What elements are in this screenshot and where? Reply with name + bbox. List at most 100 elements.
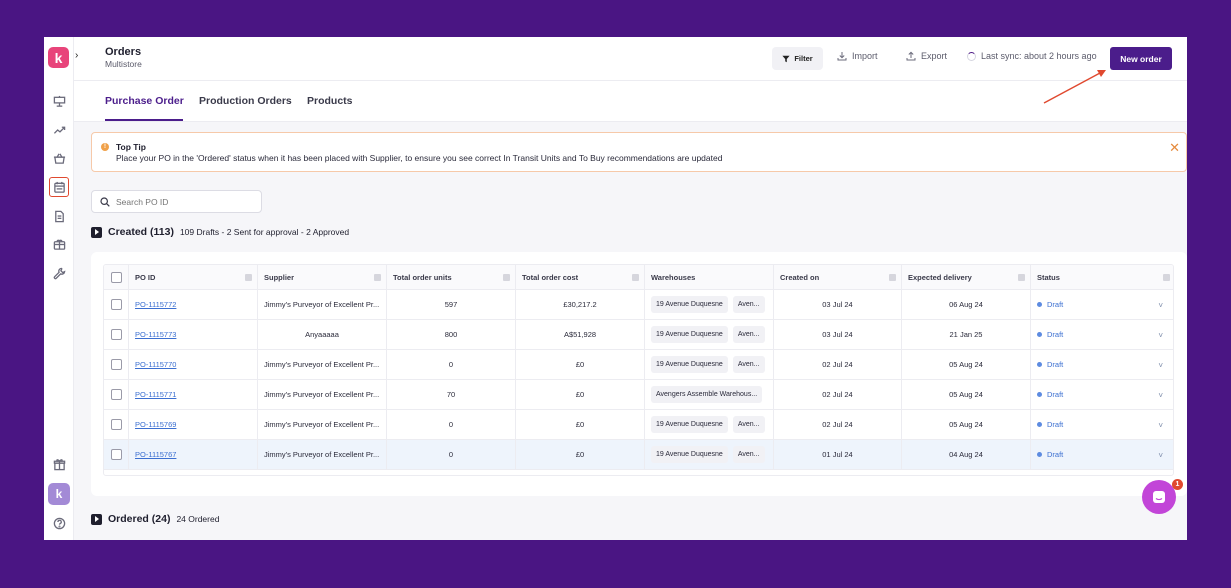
chevron-down-icon[interactable]: ˅ — [1158, 301, 1163, 310]
units-cell: 0 — [387, 410, 516, 439]
basket-icon[interactable] — [50, 149, 68, 167]
column-header-created-on[interactable]: Created on — [774, 265, 902, 289]
row-checkbox[interactable] — [110, 329, 122, 340]
column-header-status[interactable]: Status — [1031, 265, 1173, 289]
column-header-total-order-cost[interactable]: Total order cost — [516, 265, 645, 289]
tab-products[interactable]: Products — [307, 95, 353, 107]
expand-sidebar-icon[interactable]: › — [75, 50, 79, 61]
po-id-link[interactable]: PO-1115769 — [135, 420, 177, 429]
top-bar: Orders Multistore Filter Import Export L… — [74, 37, 1187, 81]
tab-production-orders[interactable]: Production Orders — [199, 95, 292, 107]
collapse-toggle-icon[interactable] — [91, 226, 102, 238]
status-cell[interactable]: Draft ˅ — [1031, 440, 1173, 469]
po-id-cell: PO-1115769 — [129, 410, 258, 439]
status-cell[interactable]: Draft ˅ — [1031, 410, 1173, 439]
po-id-link[interactable]: PO-1115773 — [135, 330, 177, 339]
gift-icon[interactable] — [50, 455, 68, 473]
column-header-warehouses[interactable]: Warehouses — [645, 265, 774, 289]
app-logo[interactable]: k — [48, 47, 69, 68]
status-cell[interactable]: Draft ˅ — [1031, 320, 1173, 349]
sort-icon[interactable] — [503, 274, 510, 281]
status-badge: Draft — [1037, 420, 1063, 429]
tab-bar: Purchase Order Production Orders Product… — [74, 81, 1187, 122]
row-checkbox[interactable] — [110, 359, 122, 370]
tab-purchase-order[interactable]: Purchase Order — [105, 95, 184, 107]
sync-spinner-icon — [967, 51, 976, 61]
select-all-checkbox[interactable] — [110, 271, 122, 283]
warehouse-chip: Aven... — [732, 416, 765, 433]
po-id-cell: PO-1115772 — [129, 290, 258, 319]
box-icon[interactable] — [50, 235, 68, 253]
filter-button[interactable]: Filter — [772, 47, 823, 70]
trend-icon[interactable] — [50, 121, 68, 139]
po-id-link[interactable]: PO-1115767 — [135, 450, 177, 459]
sort-icon[interactable] — [632, 274, 639, 281]
row-checkbox[interactable] — [110, 419, 122, 430]
status-badge: Draft — [1037, 300, 1063, 309]
chevron-down-icon[interactable]: ˅ — [1158, 421, 1163, 430]
table-row[interactable]: PO-1115767 Jimmy's Purveyor of Excellent … — [104, 440, 1173, 470]
row-select-cell — [104, 350, 129, 379]
status-cell[interactable]: Draft ˅ — [1031, 290, 1173, 319]
page-title: Orders — [105, 46, 142, 58]
po-id-cell: PO-1115770 — [129, 350, 258, 379]
chevron-down-icon[interactable]: ˅ — [1158, 361, 1163, 370]
cost-cell: £0 — [516, 350, 645, 379]
help-icon[interactable] — [50, 514, 68, 532]
orders-table-card: PO ID Supplier Total order units Total o… — [91, 252, 1187, 496]
search-input[interactable] — [116, 196, 256, 207]
expected-delivery-cell: 04 Aug 24 — [902, 440, 1031, 469]
chevron-down-icon[interactable]: ˅ — [1158, 391, 1163, 400]
po-id-link[interactable]: PO-1115771 — [135, 390, 177, 399]
sort-icon[interactable] — [889, 274, 896, 281]
status-cell[interactable]: Draft ˅ — [1031, 380, 1173, 409]
column-header-supplier[interactable]: Supplier — [258, 265, 387, 289]
column-header-expected-delivery[interactable]: Expected delivery — [902, 265, 1031, 289]
chevron-down-icon[interactable]: ˅ — [1158, 451, 1163, 460]
sort-icon[interactable] — [374, 274, 381, 281]
created-on-cell: 02 Jul 24 — [774, 410, 902, 439]
created-section-title: Created (113) — [108, 226, 174, 238]
new-order-button[interactable]: New order — [1110, 47, 1172, 70]
sort-icon[interactable] — [1163, 274, 1170, 281]
export-button[interactable]: Export — [906, 51, 947, 61]
wrench-icon[interactable] — [50, 264, 68, 282]
expected-delivery-cell: 06 Aug 24 — [902, 290, 1031, 319]
sort-icon[interactable] — [1018, 274, 1025, 281]
warehouses-cell: 19 Avenue Duquesne Aven... — [645, 320, 774, 349]
calendar-icon[interactable] — [49, 177, 69, 197]
document-icon[interactable] — [50, 207, 68, 225]
import-button[interactable]: Import — [837, 51, 878, 61]
column-header-total-order-units[interactable]: Total order units — [387, 265, 516, 289]
user-avatar[interactable]: k — [48, 483, 70, 505]
row-checkbox[interactable] — [110, 299, 122, 310]
table-row[interactable]: PO-1115770 Jimmy's Purveyor of Excellent … — [104, 350, 1173, 380]
status-dot-icon — [1037, 362, 1042, 367]
supplier-cell: Jimmy's Purveyor of Excellent Pr... — [258, 350, 387, 379]
presentation-icon[interactable] — [50, 92, 68, 110]
collapse-toggle-icon[interactable] — [91, 513, 102, 525]
po-id-link[interactable]: PO-1115772 — [135, 300, 177, 309]
row-checkbox[interactable] — [110, 389, 122, 400]
table-row[interactable]: PO-1115769 Jimmy's Purveyor of Excellent … — [104, 410, 1173, 440]
created-section-header[interactable]: Created (113) 109 Drafts - 2 Sent for ap… — [91, 226, 349, 238]
po-id-link[interactable]: PO-1115770 — [135, 360, 177, 369]
table-row[interactable]: PO-1115772 Jimmy's Purveyor of Excellent … — [104, 290, 1173, 320]
table-header-row: PO ID Supplier Total order units Total o… — [104, 265, 1173, 290]
chat-launcher-button[interactable] — [1142, 480, 1176, 514]
column-header-po-id[interactable]: PO ID — [129, 265, 258, 289]
row-select-cell — [104, 410, 129, 439]
expected-delivery-cell: 05 Aug 24 — [902, 350, 1031, 379]
table-row[interactable]: PO-1115771 Jimmy's Purveyor of Excellent … — [104, 380, 1173, 410]
ordered-section-header[interactable]: Ordered (24) 24 Ordered — [91, 513, 219, 525]
chevron-down-icon[interactable]: ˅ — [1158, 331, 1163, 340]
row-checkbox[interactable] — [110, 449, 122, 460]
table-row[interactable]: PO-1115773 Anyaaaaa 800 A$51,928 19 Avenue D… — [104, 320, 1173, 350]
search-box[interactable] — [91, 190, 262, 213]
close-icon[interactable]: ✕ — [1169, 140, 1180, 155]
app-window: k k › Orders Multisto — [44, 37, 1187, 540]
status-cell[interactable]: Draft ˅ — [1031, 350, 1173, 379]
sync-status-label: Last sync: about 2 hours ago — [981, 51, 1097, 61]
table-row[interactable] — [104, 470, 1173, 475]
sort-icon[interactable] — [245, 274, 252, 281]
